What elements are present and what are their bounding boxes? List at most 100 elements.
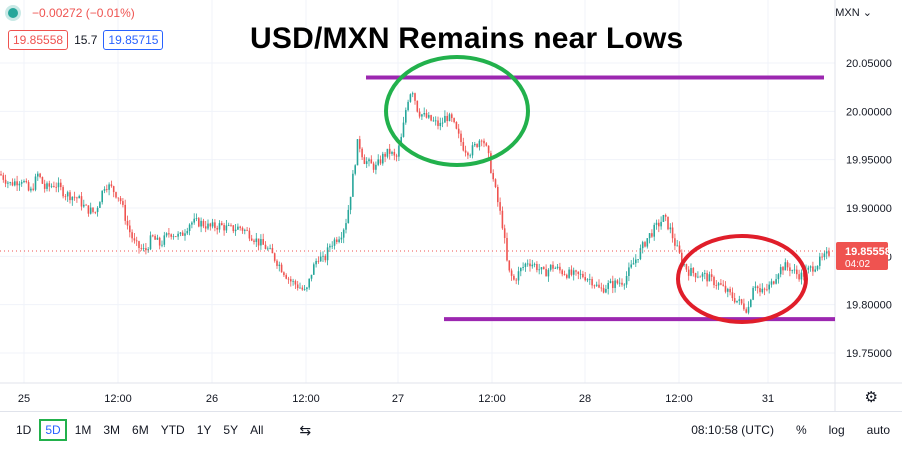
timeframe-ytd[interactable]: YTD xyxy=(160,423,185,437)
candle-body xyxy=(515,279,517,281)
candle-body xyxy=(142,248,145,249)
candle-body xyxy=(770,281,773,285)
candle-body xyxy=(57,182,60,188)
bid-button[interactable]: 19.85558 xyxy=(8,30,69,50)
green-highlight-circle xyxy=(384,55,530,167)
auto-toggle[interactable]: auto xyxy=(866,423,890,437)
candle-body xyxy=(16,181,18,186)
x-tick-label: 12:00 xyxy=(104,393,132,405)
candle-body xyxy=(474,143,476,146)
candle-body xyxy=(207,223,209,229)
candle-body xyxy=(699,276,701,278)
y-tick-label: 19.80000 xyxy=(846,300,892,312)
candle-body xyxy=(522,267,524,269)
candle-body xyxy=(50,185,53,187)
candle-body xyxy=(692,267,695,274)
candle-body xyxy=(743,303,745,310)
candle-body xyxy=(80,196,83,207)
currency-selector[interactable]: MXN ⌄ xyxy=(835,6,872,19)
candle-body xyxy=(513,275,515,280)
utc-clock[interactable]: 08:10:58 (UTC) xyxy=(691,423,774,437)
candle-body xyxy=(198,218,200,227)
candle-body xyxy=(798,274,800,280)
candle-body xyxy=(179,232,182,234)
date-range-icon[interactable]: ⇆ xyxy=(299,421,312,438)
candle-body xyxy=(260,239,262,246)
candle-body xyxy=(531,264,534,267)
candle-body xyxy=(621,282,623,285)
timeframe-1y[interactable]: 1Y xyxy=(196,423,212,437)
timeframe-3m[interactable]: 3M xyxy=(103,423,121,437)
candle-body xyxy=(520,268,522,272)
candle-body xyxy=(793,269,796,271)
candle-body xyxy=(492,173,494,180)
candle-body xyxy=(439,122,442,127)
timeframe-1m[interactable]: 1M xyxy=(74,423,92,437)
candle-body xyxy=(193,218,195,223)
candle-body xyxy=(117,197,120,199)
candle-body xyxy=(632,263,635,265)
candle-body xyxy=(161,244,163,246)
candle-body xyxy=(322,255,324,257)
timeframe-1d[interactable]: 1D xyxy=(16,423,32,437)
timeframe-all[interactable]: All xyxy=(250,423,264,437)
candle-body xyxy=(253,240,255,242)
candle-body xyxy=(614,280,616,289)
candle-body xyxy=(736,300,738,303)
candle-body xyxy=(133,238,136,241)
percent-toggle[interactable]: % xyxy=(795,423,807,437)
candle-body xyxy=(480,140,483,142)
candle-body xyxy=(110,184,113,187)
y-tick-label: 20.00000 xyxy=(846,106,892,118)
candle-body xyxy=(570,269,573,275)
candle-body xyxy=(30,188,32,191)
candle-body xyxy=(722,284,724,286)
candle-body xyxy=(421,114,423,117)
symbol-header: −0.00272 (−0.01%) xyxy=(8,6,135,20)
candle-body xyxy=(267,248,269,250)
candle-body xyxy=(287,278,290,280)
x-tick-label: 12:00 xyxy=(292,393,320,405)
x-tick-label: 27 xyxy=(392,393,404,405)
candle-body xyxy=(384,153,386,157)
x-tick-label: 26 xyxy=(206,393,218,405)
ask-button[interactable]: 19.85715 xyxy=(103,30,164,50)
candle-body xyxy=(586,279,589,281)
candle-body xyxy=(163,235,166,245)
candle-body xyxy=(361,148,363,158)
candle-body xyxy=(453,118,455,123)
candle-body xyxy=(124,204,126,221)
candle-body xyxy=(561,270,563,275)
candle-body xyxy=(533,263,536,265)
candle-body xyxy=(667,216,669,230)
candle-body xyxy=(687,269,690,276)
candle-body xyxy=(800,272,803,280)
candle-body xyxy=(418,111,421,117)
settings-gear-icon[interactable]: ⚙ xyxy=(864,389,878,406)
candle-body xyxy=(375,164,377,170)
candle-body xyxy=(568,269,570,278)
candle-body xyxy=(115,192,117,198)
chart-annotation-title: USD/MXN Remains near Lows xyxy=(250,22,684,55)
candle-body xyxy=(630,264,632,268)
candle-body xyxy=(635,259,637,264)
candle-body xyxy=(195,218,198,219)
candle-body xyxy=(333,239,336,246)
candle-body xyxy=(701,273,704,277)
candle-body xyxy=(87,205,90,214)
timeframe-5d[interactable]: 5D xyxy=(39,419,67,441)
candle-body xyxy=(158,237,161,246)
candle-body xyxy=(43,183,46,189)
log-toggle[interactable]: log xyxy=(828,423,845,437)
candle-body xyxy=(591,279,593,286)
candle-body xyxy=(789,267,791,271)
candle-body xyxy=(637,259,639,260)
candle-body xyxy=(812,266,814,272)
timeframe-6m[interactable]: 6M xyxy=(132,423,149,437)
timeframe-5y[interactable]: 5Y xyxy=(223,423,239,437)
x-tick-label: 12:00 xyxy=(478,393,506,405)
candle-body xyxy=(727,288,729,292)
spread-value: 15.7 xyxy=(74,33,98,47)
